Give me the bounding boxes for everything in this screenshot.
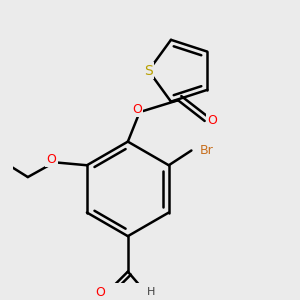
Text: H: H [147,287,156,297]
Text: O: O [46,153,56,166]
Text: Br: Br [199,144,213,157]
Text: O: O [207,114,217,128]
Text: O: O [132,103,142,116]
Text: O: O [95,286,105,299]
Text: S: S [144,64,153,78]
